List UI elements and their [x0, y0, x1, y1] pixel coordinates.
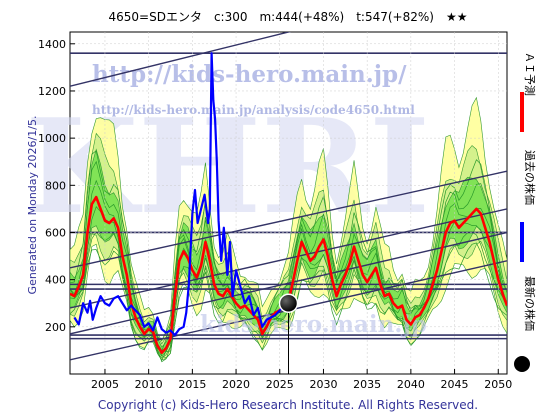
- watermark-url-analysis: http://kids-hero.main.jp/analysis/code46…: [92, 103, 415, 117]
- x-tick-label: 2035: [353, 378, 381, 391]
- x-tick-label: 2005: [91, 378, 119, 391]
- legend: ＡＩ予測 過去の株価 最新の株価: [514, 52, 537, 372]
- y-tick-label: 1200: [38, 85, 66, 98]
- legend-label-prediction: ＡＩ予測: [523, 52, 537, 96]
- x-tick-label: 2025: [266, 378, 294, 391]
- chart-title: 4650=SDエンタ c:300 m:444(+48%) t:547(+82%)…: [109, 10, 468, 24]
- series-line-price: [73, 52, 290, 337]
- x-tick-label: 2020: [222, 378, 250, 391]
- watermark-mid: kids-hero.main.jp: [200, 311, 427, 338]
- legend-label-latest: 最新の株価: [523, 276, 537, 331]
- trend-channel-line: [70, 32, 292, 87]
- legend-label-price: 過去の株価: [523, 150, 537, 205]
- latest-price-marker: [278, 293, 299, 374]
- legend-swatch-latest: [514, 356, 530, 372]
- forecast-band-line: [70, 150, 507, 341]
- x-tick-label: 2050: [484, 378, 512, 391]
- x-axis: 2005 2010 2015 2020 2025 2030 2035 2040 2045 2050: [91, 369, 512, 391]
- x-tick-label: 2030: [309, 378, 337, 391]
- copyright-footer: Copyright (c) Kids-Hero Research Institu…: [98, 398, 478, 412]
- x-tick-label: 2010: [135, 378, 163, 391]
- watermark-url-top: http://kids-hero.main.jp/: [92, 61, 407, 88]
- trend-channel-line: [70, 170, 507, 269]
- y-tick-label: 200: [45, 321, 66, 334]
- y-axis: 200 400 600 800 1000 1200 1400: [38, 38, 75, 334]
- trend-channel-line: [70, 231, 507, 335]
- y-tick-label: 800: [45, 179, 66, 192]
- x-tick-label: 2015: [178, 378, 206, 391]
- generated-date: Generated on Monday 2026/1/5.: [26, 116, 39, 295]
- latest-price-dot: [278, 293, 299, 313]
- x-tick-label: 2045: [441, 378, 469, 391]
- y-tick-label: 600: [45, 226, 66, 239]
- trend-channel-line: [70, 208, 507, 309]
- y-tick-label: 400: [45, 274, 66, 287]
- y-tick-label: 1000: [38, 132, 66, 145]
- x-tick-label: 2040: [397, 378, 425, 391]
- y-tick-label: 1400: [38, 38, 66, 51]
